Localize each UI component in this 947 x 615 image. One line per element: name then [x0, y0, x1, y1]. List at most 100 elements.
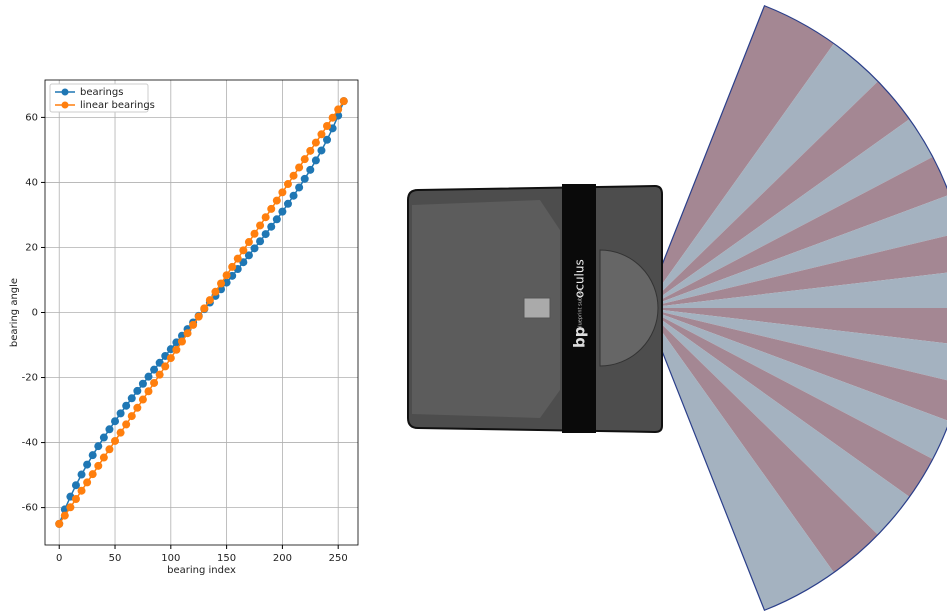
marker: [144, 387, 152, 395]
y-axis-label: bearing angle: [9, 278, 20, 347]
marker: [195, 313, 203, 321]
marker: [329, 114, 337, 122]
marker: [150, 379, 158, 387]
marker: [117, 409, 125, 417]
marker: [323, 122, 331, 130]
marker: [111, 437, 119, 445]
x-tick-label: 0: [56, 553, 62, 564]
marker: [105, 425, 113, 433]
marker: [200, 304, 208, 312]
marker: [100, 454, 108, 462]
marker: [284, 180, 292, 188]
marker: [128, 394, 136, 402]
marker: [133, 404, 141, 412]
marker: [122, 420, 130, 428]
marker: [89, 451, 97, 459]
marker: [83, 461, 91, 469]
marker: [334, 105, 342, 113]
brand: oculus: [573, 259, 587, 298]
marker: [312, 156, 320, 164]
marker: [223, 271, 231, 279]
marker: [234, 255, 242, 263]
marker: [156, 371, 164, 379]
marker: [161, 362, 169, 370]
connector: [524, 298, 550, 318]
marker: [301, 175, 309, 183]
marker: [273, 197, 281, 205]
marker: [251, 244, 259, 252]
y-tick-label: -40: [22, 438, 38, 449]
marker: [284, 200, 292, 208]
marker: [94, 462, 102, 470]
marker: [167, 354, 175, 362]
legend-marker: [62, 102, 69, 109]
marker: [206, 296, 214, 304]
x-tick-label: 200: [273, 553, 292, 564]
y-tick-label: 0: [32, 308, 38, 319]
marker: [61, 512, 69, 520]
marker: [267, 205, 275, 213]
marker: [295, 183, 303, 191]
legend-label: bearings: [80, 87, 123, 98]
page: {"chart_data":{"type":"line","xlabel":"b…: [0, 0, 947, 615]
y-tick-label: -60: [22, 503, 38, 514]
marker: [290, 172, 298, 180]
marker: [256, 237, 264, 245]
marker: [72, 495, 80, 503]
marker: [290, 192, 298, 200]
marker: [139, 380, 147, 388]
x-axis-label: bearing index: [167, 565, 236, 576]
marker: [312, 139, 320, 147]
marker: [245, 238, 253, 246]
x-tick-label: 100: [161, 553, 180, 564]
marker: [144, 373, 152, 381]
marker: [128, 412, 136, 420]
marker: [83, 478, 91, 486]
x-tick-label: 250: [329, 553, 348, 564]
marker: [217, 279, 225, 287]
legend-label: linear bearings: [80, 100, 155, 111]
marker: [306, 166, 314, 174]
marker: [256, 221, 264, 229]
marker: [211, 288, 219, 296]
legend-marker: [62, 89, 69, 96]
marker: [66, 503, 74, 511]
figure: bp blueprint subsea oculus 0501001502002…: [0, 0, 947, 611]
marker: [122, 402, 130, 410]
marker: [306, 147, 314, 155]
marker: [172, 346, 180, 354]
marker: [251, 230, 259, 238]
x-tick-label: 50: [109, 553, 122, 564]
marker: [55, 520, 63, 528]
marker: [100, 434, 108, 442]
marker: [239, 246, 247, 254]
marker: [184, 329, 192, 337]
marker: [273, 215, 281, 223]
marker: [105, 445, 113, 453]
marker: [89, 470, 97, 478]
marker: [278, 188, 286, 196]
marker: [94, 442, 102, 450]
marker: [262, 213, 270, 221]
marker: [267, 223, 275, 231]
y-tick-label: 40: [25, 177, 38, 188]
marker: [317, 146, 325, 154]
marker: [295, 163, 303, 171]
y-tick-label: -20: [22, 373, 38, 384]
marker: [117, 429, 125, 437]
marker: [228, 263, 236, 271]
marker: [317, 130, 325, 138]
marker: [340, 97, 348, 105]
sonar-device: bp blueprint subsea oculus: [408, 184, 662, 433]
marker: [301, 155, 309, 163]
marker: [278, 208, 286, 216]
x-tick-label: 150: [217, 553, 236, 564]
marker: [178, 338, 186, 346]
marker: [78, 471, 86, 479]
y-tick-label: 20: [25, 242, 38, 253]
marker: [111, 417, 119, 425]
y-tick-label: 60: [25, 112, 38, 123]
marker: [139, 396, 147, 404]
sonar-fan: [645, 6, 947, 611]
marker: [133, 387, 141, 395]
